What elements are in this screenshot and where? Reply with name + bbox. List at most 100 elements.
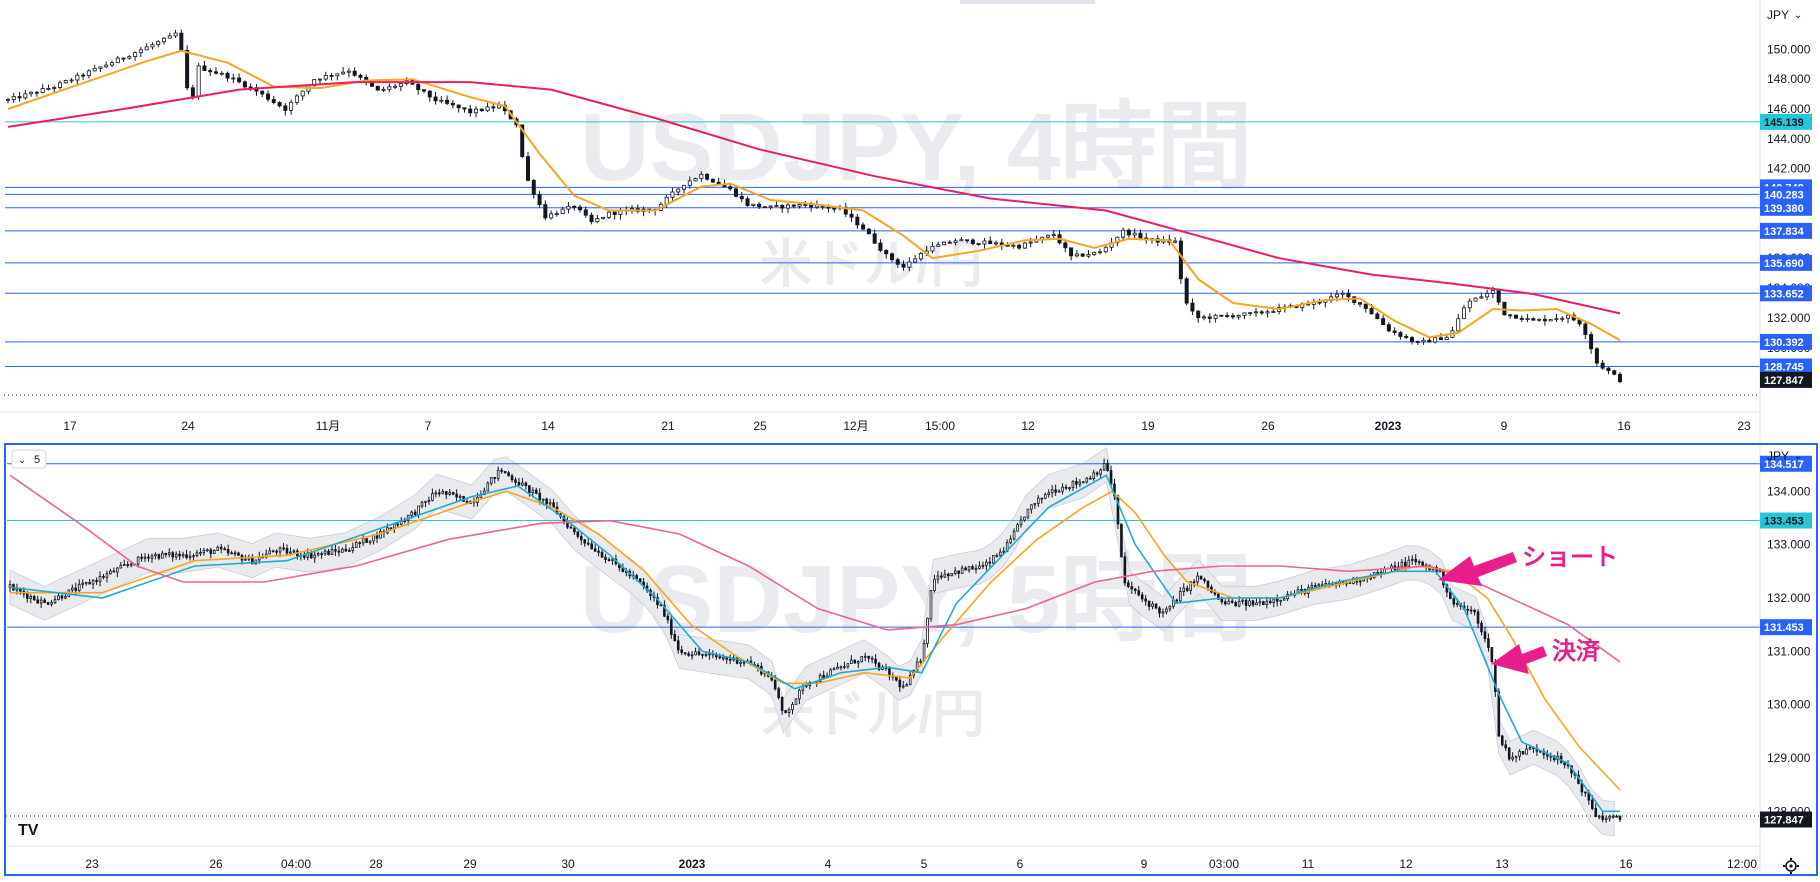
candle-body [1560,317,1565,320]
candle-body [171,552,175,558]
candle-body [1130,586,1134,590]
candle-body [861,224,866,230]
time-tick-label: 16 [1617,419,1631,433]
bottom-time-axis[interactable]: 23 26 04:00 28 29 30 2023 4 5 6 9 03:00 11 12 13 16 12:0… [85,857,1757,871]
candle-body [1230,600,1234,603]
candle-body [313,554,316,559]
candle-body [1030,504,1033,510]
tradingview-logo[interactable]: TV [18,822,39,839]
candle-body [673,634,677,642]
candle-body [786,204,791,209]
candle-body [317,78,322,81]
candle-body [1106,463,1109,472]
candle-body [309,552,313,559]
candle-body [136,556,140,565]
top-pane-handle[interactable] [960,0,1095,4]
candle-body [1476,611,1480,624]
candle-body [843,666,846,668]
candle-body [798,689,801,700]
candle-body [167,552,171,556]
candle-body [1046,234,1051,238]
interval-badge[interactable]: ⌄ 5 [11,449,47,469]
bottom-currency-chevron-icon[interactable]: ⌄ [1794,451,1802,462]
candle-body [188,555,192,558]
top-currency-chevron-icon[interactable]: ⌄ [1794,10,1802,21]
candle-body [1207,316,1212,319]
candle-body [1269,600,1272,603]
candle-body [787,709,791,713]
candle-body [98,575,102,582]
time-tick-label: 9 [1141,857,1148,871]
candle-body [1511,756,1514,760]
candle-body [930,245,935,252]
candle-body [29,596,33,599]
candle-body [541,498,545,501]
candle-body [88,581,91,585]
candle-body [1064,486,1068,489]
candle-body [780,204,785,209]
candle-body [154,554,157,557]
candle-body [445,99,450,104]
candle-body [1241,599,1244,602]
candle-body [1138,232,1143,239]
chevron-down-icon[interactable]: ⌄ [18,455,26,466]
candle-body [982,240,987,245]
candle-body [725,657,729,660]
candle-body [1248,600,1251,606]
interval-badge-box[interactable] [11,449,47,469]
candle-body [1099,469,1102,475]
candle-body [1199,575,1203,580]
top-symbol-watermark: USDJPY, 4時間 [580,94,1252,201]
candle-body [1415,341,1420,343]
candle-body [981,564,985,567]
candle-body [361,538,365,544]
candle-body [156,41,161,46]
candle-body [265,93,270,100]
candle-body [327,550,330,555]
candle-body [1192,581,1196,584]
candle-body [92,67,97,72]
price-tick-label: 130.000 [1767,698,1811,712]
logo-mark[interactable]: TV [18,822,39,839]
candle-body [1158,607,1161,614]
candle-body [988,561,992,564]
candle-body [721,657,725,660]
bottom-pane[interactable]: USDJPY, 5時間 米ドル/円 134.000133.000132.0001… [4,443,1818,876]
candle-body [1456,318,1461,332]
candle-body [473,108,478,114]
candle-body [601,216,606,220]
candle-body [1220,598,1224,603]
candle-body [878,242,883,251]
candle-body [1272,598,1276,603]
candle-body [1594,348,1599,364]
candle-body [1037,497,1040,504]
candle-body [528,485,531,493]
candle-body [1127,582,1130,587]
candle-body [1178,591,1182,602]
candle-body [832,668,836,671]
candle-body [1040,497,1044,500]
candle-body [1604,817,1608,820]
candle-body [595,218,600,223]
candle-body [670,619,673,635]
time-tick-label: 17 [63,419,77,433]
top-pane[interactable]: USDJPY, 4時間 米ドル/円 150.000148.000146.0001… [0,0,1820,442]
candle-body [718,656,722,659]
top-currency-label[interactable]: JPY [1767,8,1789,22]
time-tick-label: 6 [1017,857,1024,871]
bottom-currency-label[interactable]: JPY [1767,449,1789,463]
candle-body [1069,247,1074,257]
candle-body [947,241,952,244]
candle-body [1310,585,1314,589]
candle-body [998,551,1002,556]
time-tick-label: 5 [921,857,928,871]
price-tick-label: 132.000 [1767,591,1811,605]
candle-body [1375,313,1380,319]
candle-body [115,57,120,64]
candle-body [1490,290,1495,294]
candle-body [728,658,732,661]
top-time-axis[interactable]: 17 24 11月 7 14 21 25 12月 15:00 12 19 26 2023 9 16 23 [63,419,1751,433]
candle-body [970,239,975,244]
candle-body [784,710,787,713]
gear-icon[interactable] [1783,858,1799,874]
